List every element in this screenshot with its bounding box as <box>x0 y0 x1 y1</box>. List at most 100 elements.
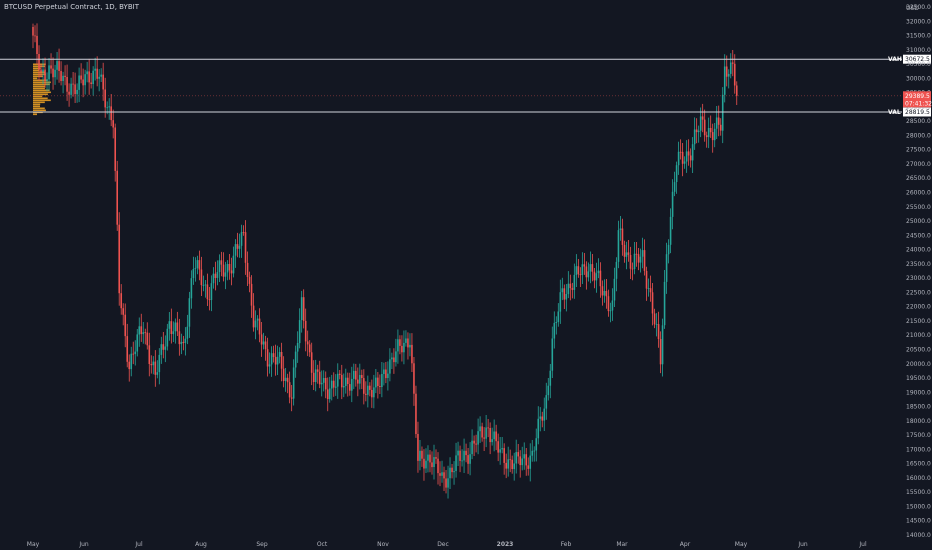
candle-body <box>231 270 233 273</box>
candle-body <box>265 342 267 350</box>
candle-body <box>215 274 217 278</box>
candle-body <box>163 344 165 350</box>
candle-body <box>217 272 219 278</box>
candle-body <box>556 322 558 323</box>
y-axis: 32500.032000.031500.031000.030500.030000… <box>906 4 931 539</box>
candle-body <box>42 70 44 72</box>
candle-body <box>74 84 76 94</box>
candle-body <box>564 288 566 299</box>
candles <box>32 23 737 498</box>
candle-body <box>554 323 556 339</box>
y-tick-label: 24000.0 <box>906 247 931 254</box>
candle-body <box>507 459 509 468</box>
candle-body <box>207 285 209 300</box>
candle-body <box>44 70 46 81</box>
candle-body <box>307 341 309 344</box>
candle-body <box>199 260 201 269</box>
y-tick-label: 28500.0 <box>906 118 931 125</box>
candle-body <box>179 331 181 344</box>
candle-body <box>148 345 150 364</box>
candle-body <box>688 151 690 155</box>
y-tick-label: 20500.0 <box>906 347 931 354</box>
last-price-countdown: 07:41:32 <box>905 100 932 107</box>
candle-body <box>225 272 227 276</box>
candle-body <box>150 364 152 365</box>
candle-body <box>193 269 195 278</box>
candle-body <box>367 386 369 395</box>
y-tick-label: 17500.0 <box>906 432 931 439</box>
candle-body <box>48 65 50 79</box>
candle-body <box>558 312 560 323</box>
candle-body <box>68 92 70 95</box>
candle-body <box>80 76 82 80</box>
candle-body <box>34 36 36 37</box>
x-tick-label: Dec <box>437 541 449 548</box>
y-tick-label: 31000.0 <box>906 47 931 54</box>
candle-body <box>475 444 477 445</box>
y-tick-label: 19000.0 <box>906 389 931 396</box>
candle-body <box>391 358 393 360</box>
y-tick-label: 16500.0 <box>906 461 931 468</box>
candle-body <box>686 151 688 161</box>
x-tick-label: Jun <box>78 541 89 548</box>
levels: VAH 30672.5 VAL 28819.5 <box>0 55 931 117</box>
candle-body <box>479 426 481 431</box>
candle-body <box>678 152 680 165</box>
y-tick-label: 30000.0 <box>906 75 931 82</box>
candle-body <box>535 438 537 450</box>
candle-body <box>271 353 273 364</box>
candle-body <box>104 90 106 108</box>
y-tick-label: 25500.0 <box>906 204 931 211</box>
candle-body <box>702 116 704 119</box>
candle-body <box>126 336 128 362</box>
candle-body <box>441 472 443 476</box>
y-tick-label: 23000.0 <box>906 275 931 282</box>
candle-body <box>628 252 630 255</box>
candle-body <box>648 288 650 289</box>
candle-body <box>493 432 495 440</box>
candle-body <box>247 263 249 277</box>
candle-body <box>335 387 337 388</box>
candle-body <box>580 274 582 275</box>
candle-body <box>299 320 301 343</box>
candle-body <box>469 454 471 464</box>
candle-body <box>295 352 297 368</box>
candle-body <box>405 339 407 343</box>
x-tick-label: May <box>27 541 40 548</box>
candle-body <box>443 472 445 478</box>
x-tick-label: Jun <box>797 541 808 548</box>
candle-body <box>76 90 78 94</box>
volume-profile-bar <box>33 100 51 102</box>
candle-body <box>403 343 405 352</box>
candle-body <box>710 128 712 132</box>
candle-body <box>730 63 732 74</box>
candle-body <box>672 192 674 217</box>
candle-body <box>58 61 60 71</box>
candle-body <box>112 120 114 127</box>
volume-profile-bar <box>33 78 37 80</box>
candle-body <box>263 342 265 345</box>
y-tick-label: 21000.0 <box>906 332 931 339</box>
candle-body <box>375 378 377 388</box>
candle-body <box>409 345 411 348</box>
candle-body <box>429 455 431 463</box>
candle-body <box>227 264 229 272</box>
y-tick-label: 27500.0 <box>906 147 931 154</box>
candle-body <box>646 271 648 289</box>
candle-body <box>70 84 72 95</box>
candle-body <box>64 76 66 77</box>
x-tick-label: Mar <box>616 541 628 548</box>
candle-body <box>453 471 455 472</box>
y-tick-label: 30500.0 <box>906 61 931 68</box>
candle-body <box>385 370 387 379</box>
candle-body <box>445 479 447 488</box>
candle-body <box>82 80 84 86</box>
candle-body <box>722 95 724 131</box>
candle-body <box>167 329 169 347</box>
candle-body <box>281 352 283 369</box>
candle-body <box>52 69 54 78</box>
candle-body <box>606 291 608 296</box>
candle-body <box>616 262 618 279</box>
candle-body <box>596 273 598 280</box>
